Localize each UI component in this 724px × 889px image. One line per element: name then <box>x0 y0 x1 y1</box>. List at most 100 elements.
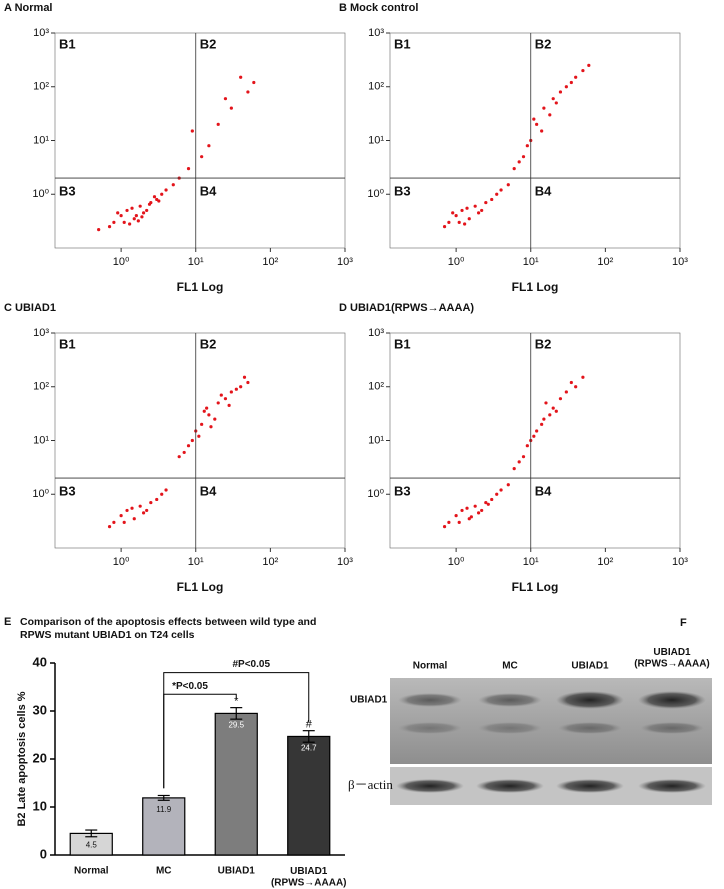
quadrant-label: B1 <box>59 336 76 351</box>
scatter-point <box>447 520 451 524</box>
scatter-point <box>564 390 568 394</box>
quadrant-label: B4 <box>200 184 217 199</box>
lane-label: Normal <box>413 661 448 672</box>
scatter-point <box>197 434 201 438</box>
scatter-point <box>252 80 256 85</box>
x-tick-label: 10¹ <box>523 256 539 268</box>
blot-band <box>398 722 462 734</box>
y-tick-label: 10² <box>33 381 49 393</box>
scatter-point <box>442 225 447 229</box>
scatter-point <box>182 450 186 455</box>
x-tick-label: 10³ <box>337 256 353 268</box>
x-tick-label: 10⁰ <box>113 256 130 268</box>
scatter-point <box>473 504 477 508</box>
scatter-point <box>517 160 521 164</box>
scatter-point <box>532 434 536 438</box>
scatter-point <box>535 429 539 433</box>
scatter-point <box>558 397 563 401</box>
scatter-point <box>136 219 140 223</box>
value-label: 29.5 <box>228 721 244 730</box>
scatter-point <box>125 208 129 213</box>
scatter-point <box>205 406 209 410</box>
scatter-point <box>460 508 464 513</box>
scatter-point <box>190 438 194 443</box>
x-tick-label: UBIAD1 <box>218 866 256 877</box>
scatter-point <box>465 206 469 210</box>
scatter-point <box>480 508 484 513</box>
x-axis-label: FL1 Log <box>512 280 559 294</box>
row-label: UBIAD1 <box>350 695 388 706</box>
blot-band <box>556 691 624 709</box>
scatter-point <box>186 444 191 448</box>
y-tick-label: 10¹ <box>33 134 49 146</box>
scatter-point <box>223 97 228 101</box>
scatter-point <box>574 75 578 79</box>
panel-title: C UBIAD1 <box>4 302 56 314</box>
significance-bracket <box>163 672 310 789</box>
scatter-point <box>532 117 536 121</box>
scatter-point <box>122 220 126 224</box>
quadrant-label: B3 <box>59 184 76 199</box>
scatter-point <box>564 85 568 89</box>
blot-band <box>638 779 706 793</box>
value-label: 24.7 <box>301 744 317 753</box>
scatter-point <box>512 467 516 471</box>
scatter-point <box>155 497 159 502</box>
scatter-point <box>486 502 490 506</box>
scatter-point <box>116 211 120 215</box>
quadrant-label: B1 <box>394 336 411 351</box>
plot-frame <box>389 32 681 249</box>
plot-frame <box>54 32 346 249</box>
blot-band <box>478 693 542 707</box>
y-tick-label: 10⁰ <box>367 488 384 500</box>
scatter-point <box>569 80 573 85</box>
scatter-point <box>122 520 126 524</box>
scatter-point <box>107 525 112 529</box>
x-tick-label: Normal <box>74 866 109 877</box>
scatter-point <box>132 217 136 221</box>
scatter-point <box>581 375 585 379</box>
bar <box>142 797 186 856</box>
scatter-point <box>512 167 516 171</box>
scatter-point <box>525 444 529 448</box>
scatter-point <box>540 129 544 133</box>
scatter-point <box>227 403 231 407</box>
quadrant-label: B3 <box>394 484 411 499</box>
scatter-point <box>130 206 134 210</box>
scatter-point <box>239 75 243 79</box>
scatter-point <box>495 492 499 496</box>
scatter-point <box>219 393 223 397</box>
scatter-point <box>141 511 146 515</box>
scatter-point <box>141 211 146 215</box>
value-label: 4.5 <box>86 841 98 850</box>
scatter-point <box>506 183 510 187</box>
scatter-point <box>480 208 484 213</box>
scatter-point <box>454 514 458 518</box>
scatter-point <box>216 401 220 405</box>
scatter-point <box>229 106 233 110</box>
scatter-point <box>469 515 473 519</box>
quadrant-label: B2 <box>200 36 217 51</box>
panel-label: E <box>4 616 11 628</box>
quadrant-label: B2 <box>200 336 217 351</box>
scatter-point <box>517 460 521 464</box>
significance-mark: * <box>234 696 239 708</box>
x-tick-label: 10² <box>597 256 613 268</box>
scatter-point <box>447 220 451 224</box>
scatter-point <box>495 192 499 196</box>
scatter-point <box>490 197 494 202</box>
y-tick-label: 10³ <box>368 327 384 339</box>
quadrant-label: B4 <box>535 184 552 199</box>
x-tick-label: 10² <box>262 256 278 268</box>
y-tick-label: 10⁰ <box>32 488 49 500</box>
scatter-point <box>145 208 149 213</box>
value-label: 11.9 <box>156 805 172 814</box>
x-tick-label: 10² <box>262 556 278 568</box>
scatter-point <box>112 220 116 224</box>
y-tick-label: 10 <box>33 798 47 813</box>
scatter-point <box>544 401 548 405</box>
significance-mark: # <box>306 719 313 731</box>
y-tick-label: 10² <box>368 81 384 93</box>
panel-title: A Normal <box>4 2 53 14</box>
y-tick-label: 30 <box>33 702 47 717</box>
